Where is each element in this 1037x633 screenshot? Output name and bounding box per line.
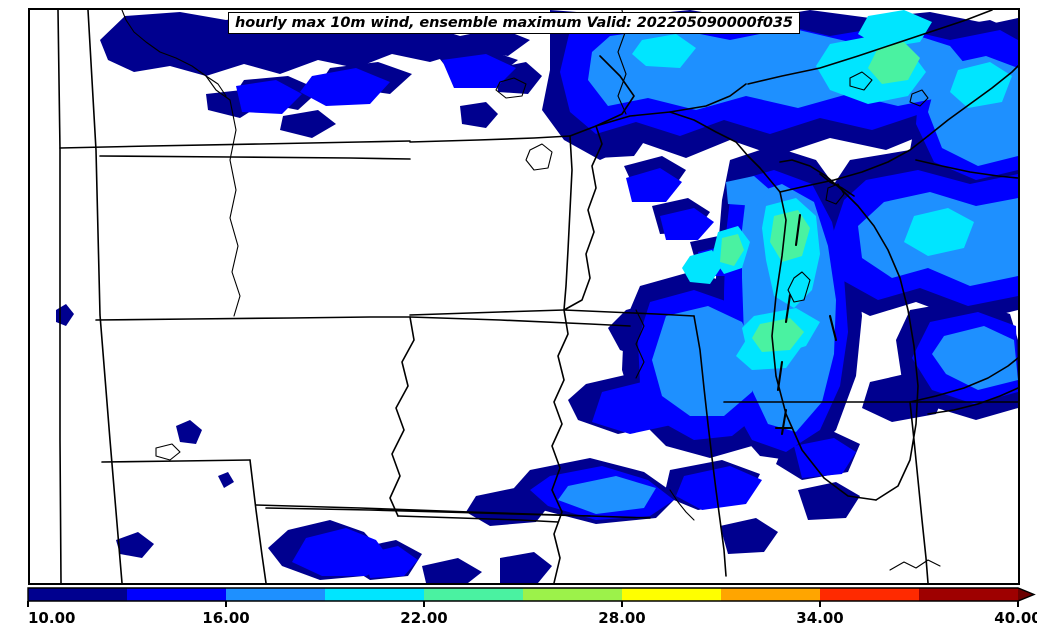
state-borders <box>57 10 1018 583</box>
colorbar-bands <box>28 588 1034 601</box>
colorbar-band-19-22[interactable] <box>325 588 424 601</box>
colorbar-outline <box>27 587 1036 602</box>
colorbar-over-arrow[interactable] <box>1018 588 1034 601</box>
colorbar-tick-label: 10.00 <box>28 609 75 627</box>
map-title-text: hourly max 10m wind, ensemble maximum Va… <box>235 15 793 31</box>
map-panel[interactable] <box>28 8 1020 585</box>
colorbar-tick-label: 28.00 <box>598 609 645 627</box>
colorbar-ticks <box>27 601 1019 607</box>
wind-contour-fill <box>56 10 1018 583</box>
colorbar-band-13-16[interactable] <box>127 588 226 601</box>
contour-band-22-25 <box>720 42 920 352</box>
colorbar-band-28-31[interactable] <box>622 588 721 601</box>
colorbar-tick-labels: 10.00 16.00 22.00 28.00 34.00 40.00 <box>28 609 1037 627</box>
colorbar-band-10-13[interactable] <box>28 588 127 601</box>
colorbar[interactable]: 10.00 16.00 22.00 28.00 34.00 40.00 <box>0 585 1037 633</box>
colorbar-band-16-19[interactable] <box>226 588 325 601</box>
rivers-and-coastlines <box>121 10 941 571</box>
colorbar-tick-label: 16.00 <box>202 609 249 627</box>
colorbar-band-22-25[interactable] <box>424 588 523 601</box>
wind-barb-marks <box>774 213 838 436</box>
map-canvas <box>30 10 1018 583</box>
colorbar-band-37-40[interactable] <box>919 588 1018 601</box>
map-title-box: hourly max 10m wind, ensemble maximum Va… <box>228 12 800 34</box>
colorbar-tick-label: 40.00 <box>994 609 1037 627</box>
colorbar-canvas: 10.00 16.00 22.00 28.00 34.00 40.00 <box>27 587 1037 627</box>
colorbar-band-34-37[interactable] <box>820 588 919 601</box>
colorbar-band-25-28[interactable] <box>523 588 622 601</box>
colorbar-tick-label: 22.00 <box>400 609 447 627</box>
colorbar-tick-label: 34.00 <box>796 609 843 627</box>
colorbar-band-31-34[interactable] <box>721 588 820 601</box>
